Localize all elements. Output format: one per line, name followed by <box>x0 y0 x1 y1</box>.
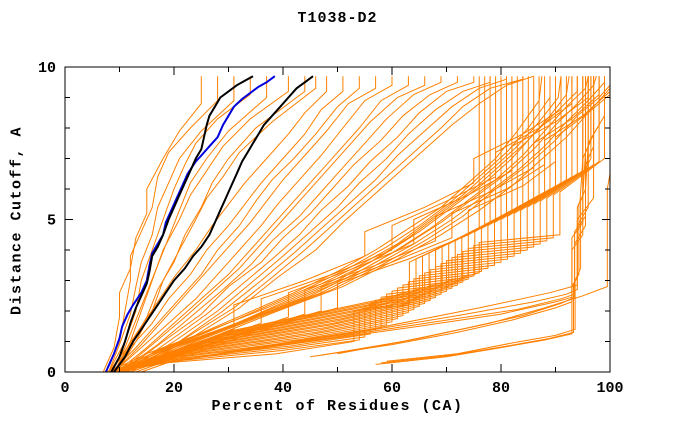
curve-m33 <box>113 76 562 373</box>
curve-highlight-blue <box>104 75 276 373</box>
curve-m25 <box>113 76 562 373</box>
curve-m18 <box>124 76 475 373</box>
curve-m02 <box>105 76 219 373</box>
curve-m14 <box>116 76 409 373</box>
y-tick-label: 5 <box>47 213 56 230</box>
curve-m54 <box>111 76 562 373</box>
x-axis-label: Percent of Residues (CA) <box>211 398 464 415</box>
curve-m09 <box>108 76 328 373</box>
curve-m68 <box>381 76 586 364</box>
curve-m17 <box>121 76 458 373</box>
curve-m29 <box>119 76 597 373</box>
curve-m57 <box>113 76 578 373</box>
curve-m69 <box>386 76 589 362</box>
chart-title: T1038-D2 <box>297 10 378 27</box>
curve-highlight-black-1 <box>110 75 254 373</box>
curve-m60 <box>114 76 595 373</box>
x-tick-label: 60 <box>383 380 401 397</box>
curve-m66 <box>113 76 605 373</box>
curve-m65 <box>111 76 600 373</box>
curve-m16 <box>119 76 442 373</box>
curve-m10 <box>108 76 344 373</box>
curve-m11 <box>110 76 360 373</box>
curve-m64 <box>110 76 595 373</box>
curve-m12 <box>113 76 377 373</box>
x-tick-label: 0 <box>60 380 69 397</box>
y-tick-label: 0 <box>47 365 56 382</box>
curve-m19 <box>124 76 491 373</box>
curve-m56 <box>112 76 573 373</box>
curve-m72 <box>337 76 611 355</box>
x-tick-label: 20 <box>165 380 183 397</box>
curve-m01 <box>102 76 202 373</box>
curve-m15 <box>119 76 426 373</box>
curve-m59 <box>114 76 589 373</box>
curve-m58 <box>113 76 584 373</box>
curve-m04 <box>108 76 251 373</box>
curve-highlight-black-2 <box>113 75 314 373</box>
curve-m63 <box>108 76 592 373</box>
y-tick-label: 10 <box>38 60 56 77</box>
x-tick-label: 100 <box>596 380 623 397</box>
curve-m06 <box>113 76 289 373</box>
curve-m20 <box>127 76 507 373</box>
curve-m05 <box>110 76 268 373</box>
x-tick-label: 40 <box>274 380 292 397</box>
x-tick-label: 80 <box>492 380 510 397</box>
curve-m13 <box>113 76 393 373</box>
curve-m30 <box>121 76 605 373</box>
curve-m55 <box>112 76 567 373</box>
curve-m62 <box>116 76 605 373</box>
curve-m24 <box>111 76 551 373</box>
